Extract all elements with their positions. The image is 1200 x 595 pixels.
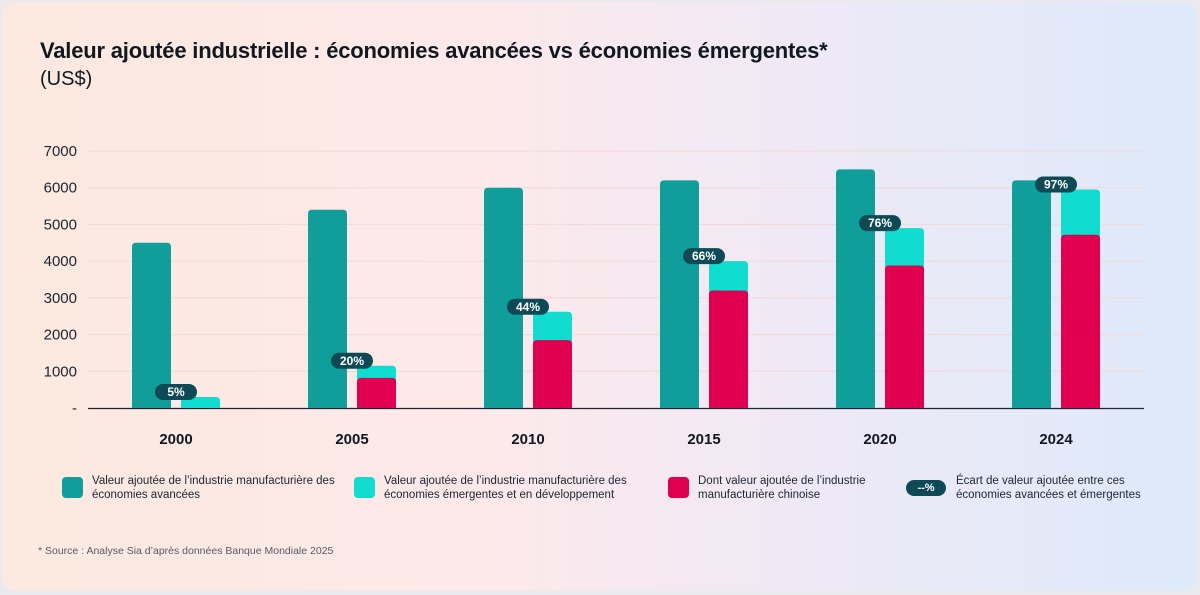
legend-label-emerging: Valeur ajoutée de l’industrie manufactur… [384, 475, 627, 501]
x-tick-label-2015: 2015 [687, 431, 720, 448]
gap-label-2024: 97% [1044, 178, 1068, 192]
gap-label-2010: 44% [516, 300, 540, 314]
bar-china-2005 [357, 377, 396, 408]
gap-label-2005: 20% [340, 354, 364, 368]
legend-label-gap: Écart de valeur ajoutée entre ces économ… [956, 475, 1141, 501]
bar-china-2010 [533, 340, 572, 408]
x-tick-label-2005: 2005 [335, 431, 368, 448]
y-tick-label-4: 4000 [44, 253, 77, 270]
gap-label-2000: 5% [167, 385, 185, 399]
gap-badge-2015 [683, 248, 725, 265]
bar-advanced-2024 [1012, 180, 1051, 408]
legend-item-gap: --% Écart de valeur ajoutée entre ces éc… [906, 474, 1156, 502]
y-tick-label-0: - [72, 400, 77, 417]
legend-badge-sample: --% [906, 480, 946, 496]
legend-swatch-china [668, 477, 689, 498]
y-tick-label-7: 7000 [44, 143, 77, 160]
y-tick-label-6: 6000 [44, 180, 77, 197]
y-tick-label-1: 1000 [44, 363, 77, 380]
y-tick-label-5: 5000 [44, 216, 77, 233]
x-tick-label-2010: 2010 [511, 431, 544, 448]
legend-item-advanced: Valeur ajoutée de l’industrie manufactur… [62, 474, 342, 502]
bar-advanced-2020 [836, 169, 875, 408]
chart-subtitle: (US$) [40, 68, 93, 90]
chart-title: Valeur ajoutée industrielle : économies … [40, 38, 828, 63]
legend-label-china: Dont valeur ajoutée de l’industrie manuf… [698, 475, 866, 501]
legend-item-emerging: Valeur ajoutée de l’industrie manufactur… [354, 474, 646, 502]
source-note: * Source : Analyse Sia d’après données B… [38, 545, 334, 557]
bar-advanced-2010 [484, 187, 523, 408]
bar-china-2015 [709, 290, 748, 408]
bar-advanced-2015 [660, 180, 699, 408]
gap-badge-2005 [331, 352, 373, 369]
gap-badge-2020 [859, 215, 901, 232]
x-tick-label-2000: 2000 [159, 431, 192, 448]
gap-label-2015: 66% [692, 249, 716, 263]
gap-label-2020: 76% [868, 216, 892, 230]
y-tick-label-3: 3000 [44, 290, 77, 307]
bar-china-2024 [1061, 234, 1100, 408]
legend-item-china: Dont valeur ajoutée de l’industrie manuf… [668, 474, 908, 502]
bar-china-2020 [885, 265, 924, 408]
bar-chart: - 1000 2000 3000 4000 5000 6000 7000 5% 2000 20% 20… [44, 143, 1144, 448]
x-tick-label-2024: 2024 [1039, 431, 1073, 448]
bar-advanced-2005 [308, 209, 347, 408]
gap-badge-2024 [1035, 176, 1077, 193]
bar-advanced-2000 [132, 242, 171, 408]
gap-badge-2010 [507, 298, 549, 315]
gap-badge-2000 [155, 383, 197, 400]
legend-label-advanced: Valeur ajoutée de l’industrie manufactur… [92, 475, 335, 501]
legend-swatch-advanced [62, 477, 83, 498]
y-tick-label-2: 2000 [44, 327, 77, 344]
x-tick-label-2020: 2020 [863, 431, 896, 448]
legend-swatch-emerging [354, 477, 375, 498]
